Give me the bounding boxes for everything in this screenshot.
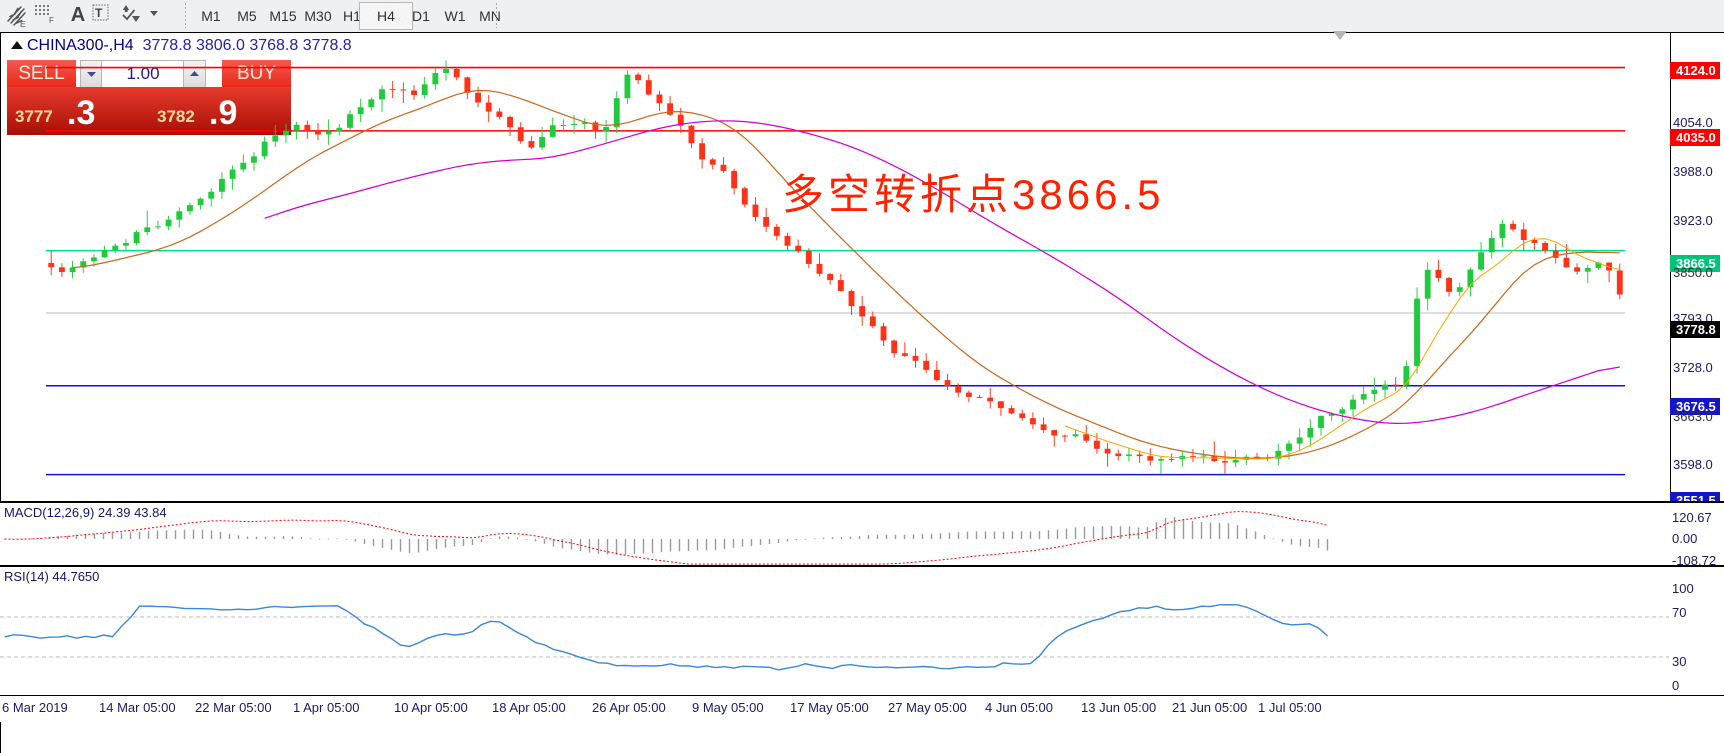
svg-text:F: F [49,16,54,25]
svg-text:E: E [20,19,26,28]
svg-text:T: T [95,6,103,20]
